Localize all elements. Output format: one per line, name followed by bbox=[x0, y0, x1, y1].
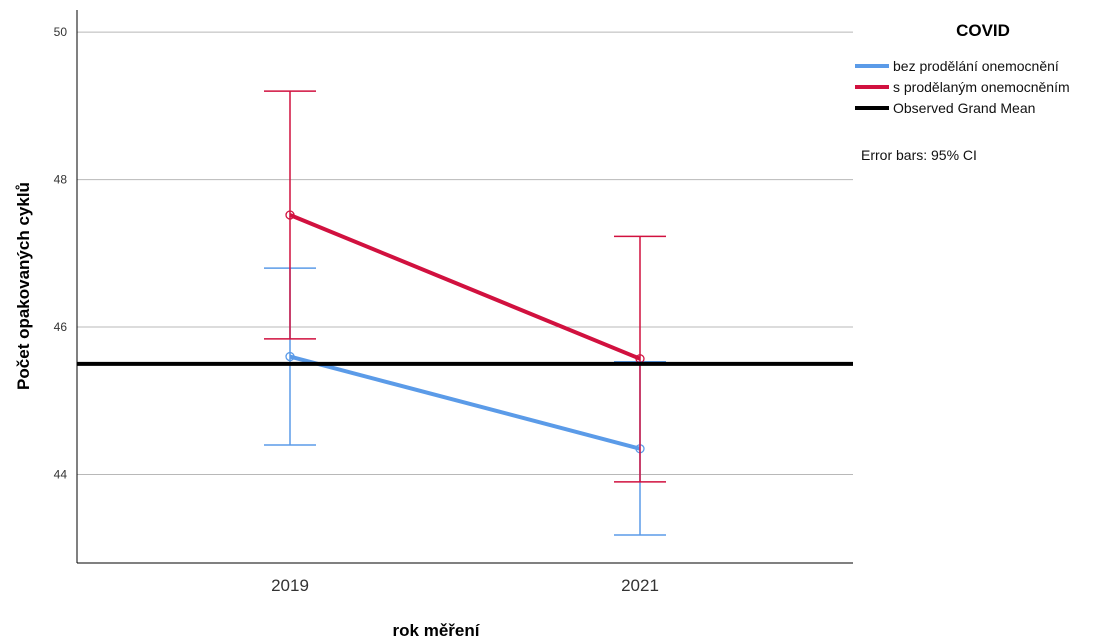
series-line bbox=[289, 354, 641, 451]
x-tick-label: 2021 bbox=[621, 576, 659, 595]
y-tick-label: 44 bbox=[54, 468, 68, 482]
series-2 bbox=[264, 90, 666, 483]
legend-label: s prodělaným onemocněním bbox=[893, 79, 1070, 95]
legend-label: bez prodělání onemocnění bbox=[893, 58, 1059, 74]
data-point bbox=[285, 210, 295, 220]
error-bars-note: Error bars: 95% CI bbox=[861, 147, 977, 163]
y-tick-label: 50 bbox=[54, 25, 68, 39]
axes bbox=[76, 10, 853, 564]
y-tick-labels: 44 46 48 50 bbox=[54, 25, 68, 481]
x-tick-labels: 2019 2021 bbox=[271, 576, 659, 595]
x-tick-label: 2019 bbox=[271, 576, 309, 595]
y-axis-title: Počet opakovaných cyklů bbox=[14, 182, 33, 390]
series bbox=[264, 90, 666, 536]
series-line bbox=[289, 213, 641, 361]
legend-label: Observed Grand Mean bbox=[893, 100, 1035, 116]
gridlines bbox=[77, 31, 853, 476]
series-1 bbox=[264, 267, 666, 536]
x-axis-title: rok měření bbox=[393, 621, 481, 640]
legend-title: COVID bbox=[956, 21, 1010, 40]
legend-items: bez prodělání onemocnění s prodělaným one… bbox=[855, 58, 1070, 116]
y-tick-label: 48 bbox=[54, 173, 68, 187]
y-tick-label: 46 bbox=[54, 320, 68, 334]
legend: COVID bez prodělání onemocnění s prodělan… bbox=[855, 21, 1070, 163]
data-point bbox=[285, 351, 295, 362]
